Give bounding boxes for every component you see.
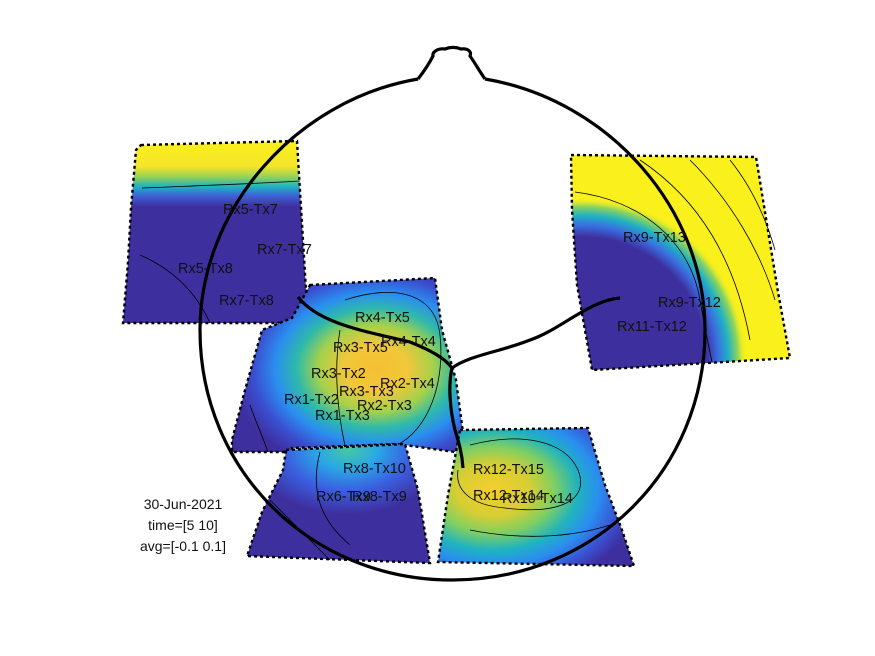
channel-label: Rx3-Tx5 — [333, 340, 388, 356]
fissure-center — [448, 367, 465, 469]
channel-label: Rx1-Tx2 — [284, 392, 339, 408]
channel-label: Rx10-Tx14 — [502, 491, 573, 507]
annotation-block: 30-Jun-2021 time=[5 10] avg=[-0.1 0.1] — [140, 496, 226, 554]
channel-label: Rx12-Tx14 — [473, 488, 544, 504]
channel-labels: Rx5-Tx7 Rx7-Tx7 Rx5-Tx8 Rx7-Tx8 Rx9-Tx13… — [178, 202, 721, 507]
patch-lower-right — [436, 426, 636, 568]
channel-label: Rx8-Tx9 — [352, 489, 407, 505]
annotation-date: 30-Jun-2021 — [144, 496, 223, 512]
channel-label: Rx4-Tx5 — [355, 310, 410, 326]
channel-label: Rx9-Tx13 — [623, 230, 686, 246]
channel-label: Rx12-Tx15 — [473, 462, 544, 478]
channel-label: Rx11-Tx12 — [617, 319, 687, 335]
head-circle — [198, 77, 707, 582]
annotation-time: time=[5 10] — [148, 517, 218, 533]
patch-center — [230, 276, 466, 454]
channel-label: Rx5-Tx7 — [223, 202, 278, 218]
channel-label: Rx7-Tx8 — [219, 293, 274, 309]
channel-label: Rx2-Tx3 — [357, 398, 412, 414]
patch-upper-right-outline — [569, 153, 792, 372]
patch-lower-left-outline — [245, 442, 432, 565]
channel-label: Rx8-Tx10 — [343, 461, 406, 477]
annotation-avg: avg=[-0.1 0.1] — [140, 538, 226, 554]
patch-lower-right-outline — [436, 426, 636, 568]
nose-outline — [416, 45, 487, 80]
channel-label: Rx2-Tx4 — [380, 376, 435, 392]
channel-label: Rx9-Tx12 — [658, 295, 721, 311]
channel-label: Rx1-Tx3 — [315, 408, 370, 424]
channel-label: Rx5-Tx8 — [178, 261, 233, 277]
channel-label: Rx4-Tx4 — [381, 334, 436, 350]
channel-label: Rx6-Tx9 — [316, 489, 371, 505]
patch-upper-right — [569, 153, 792, 372]
patch-upper-left — [121, 139, 310, 325]
patch-upper-left-outline — [121, 139, 310, 325]
fissure-left — [296, 295, 454, 369]
channel-label: Rx3-Tx3 — [339, 384, 394, 400]
channel-label: Rx3-Tx2 — [311, 366, 366, 382]
head-outline — [198, 45, 707, 582]
channel-label: Rx7-Tx7 — [257, 242, 312, 258]
fissure-right — [451, 296, 621, 370]
patch-lower-left — [245, 442, 432, 565]
